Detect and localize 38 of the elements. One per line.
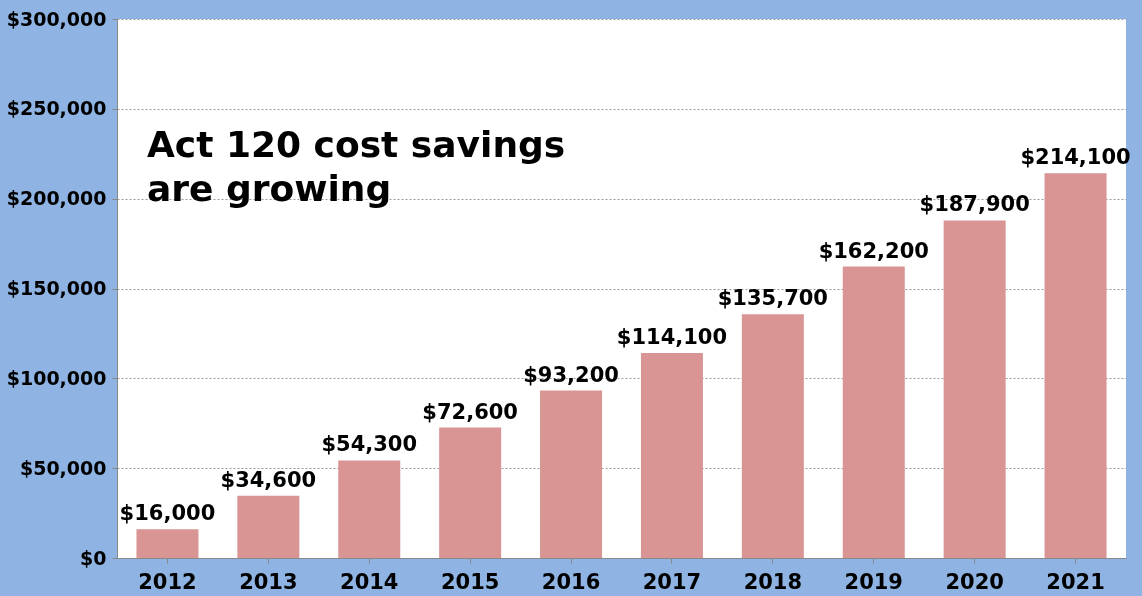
y-tick-label: $300,000 xyxy=(6,7,107,30)
bar xyxy=(338,460,401,558)
bar xyxy=(540,390,603,558)
bar xyxy=(741,314,804,558)
x-tick-label: 2012 xyxy=(138,569,197,594)
x-tick-label: 2021 xyxy=(1046,569,1105,594)
y-tick-label: $150,000 xyxy=(6,277,107,299)
bar xyxy=(136,529,199,558)
x-tick-label: 2017 xyxy=(642,569,702,594)
data-label: $34,600 xyxy=(220,467,317,492)
bar xyxy=(842,266,905,558)
data-label: $54,300 xyxy=(321,432,418,457)
data-label: $72,600 xyxy=(422,399,518,424)
x-tick-label: 2014 xyxy=(340,569,399,594)
data-label: $135,700 xyxy=(717,286,828,311)
data-label: $162,200 xyxy=(818,238,929,263)
data-label: $114,100 xyxy=(616,325,728,349)
x-tick-label: 2013 xyxy=(239,569,298,594)
bar xyxy=(640,353,703,558)
data-label: $214,100 xyxy=(1020,145,1131,170)
x-tick-label: 2020 xyxy=(945,569,1004,594)
x-tick-label: 2018 xyxy=(743,569,803,594)
data-label: $187,900 xyxy=(919,192,1030,217)
bar xyxy=(439,427,502,558)
y-tick-label: $0 xyxy=(80,546,107,569)
y-tick-label: $50,000 xyxy=(19,456,107,479)
y-tick-label: $200,000 xyxy=(6,187,107,210)
x-tick-label: 2016 xyxy=(541,569,601,594)
bar xyxy=(237,495,300,558)
annotation: Act 120 cost savings are growing xyxy=(147,124,566,209)
x-tick-label: 2015 xyxy=(440,569,500,594)
bar xyxy=(1044,173,1107,558)
x-tick-label: 2019 xyxy=(844,569,903,594)
bar xyxy=(943,220,1006,558)
data-label: $93,200 xyxy=(523,362,619,387)
y-tick-label: $100,000 xyxy=(6,366,107,389)
data-label: $16,000 xyxy=(119,501,216,526)
y-tick-label: $250,000 xyxy=(6,97,107,120)
